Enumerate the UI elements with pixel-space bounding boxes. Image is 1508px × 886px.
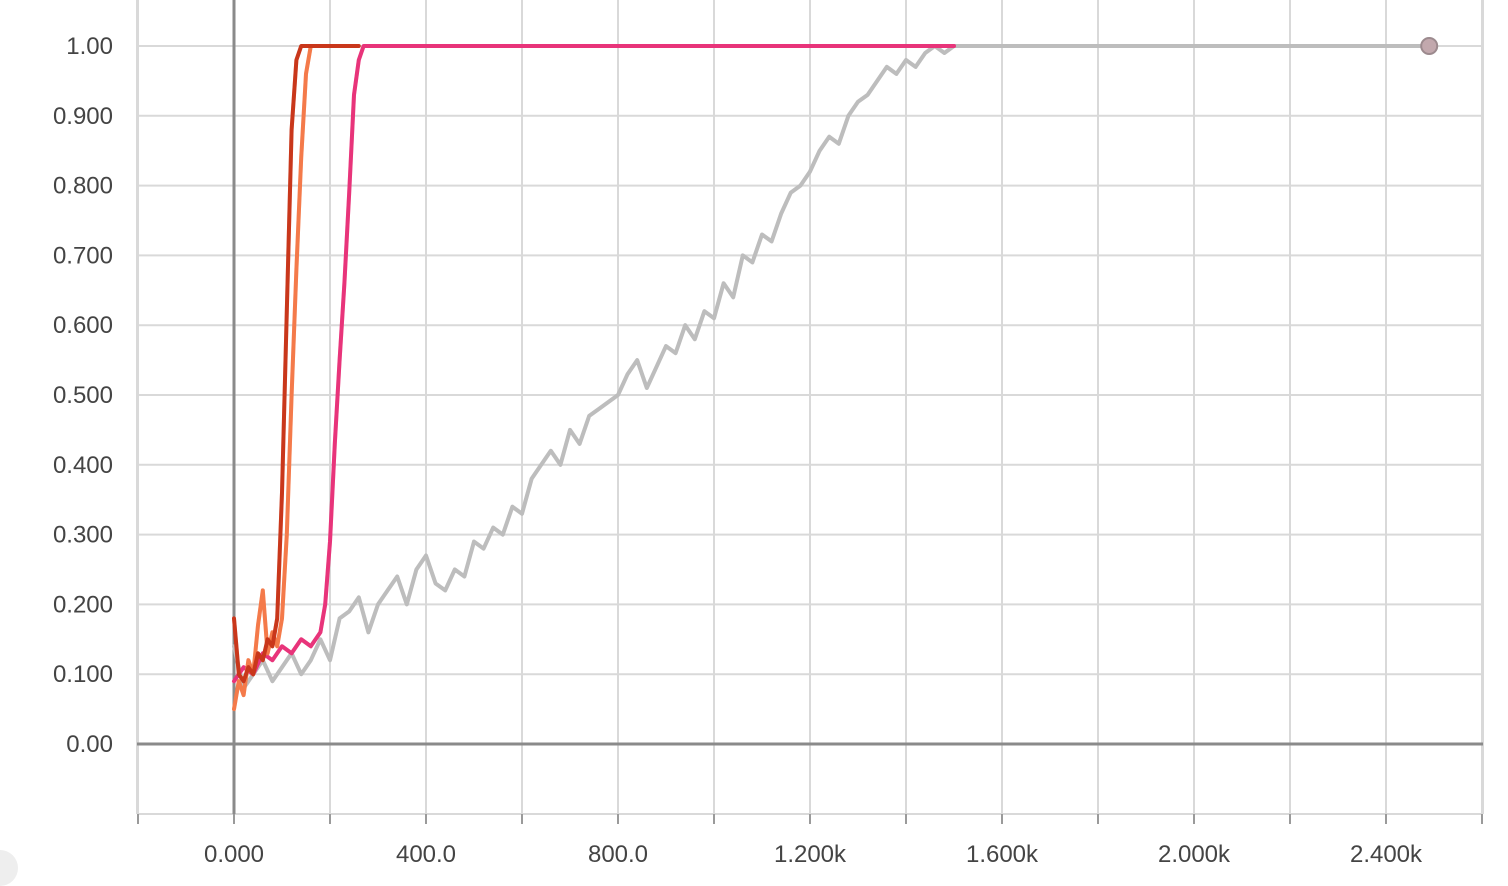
y-tick-label: 0.900: [53, 103, 113, 130]
x-tick-label: 1.600k: [966, 841, 1039, 868]
y-tick-label: 0.100: [53, 661, 113, 688]
series-line: [232, 44, 361, 684]
x-tick-label: 1.200k: [774, 841, 847, 868]
y-tick-label: 0.200: [53, 591, 113, 618]
y-tick-label: 0.700: [53, 242, 113, 269]
x-tick-label: 2.000k: [1158, 841, 1231, 868]
x-tick-label: 800.0: [588, 841, 648, 868]
y-tick-label: 0.00: [66, 731, 113, 758]
series-end-marker: [1420, 37, 1439, 55]
y-tick-label: 0.600: [53, 312, 113, 339]
series-shadow-line: [232, 44, 1430, 691]
series-shadow-line: [232, 44, 954, 683]
x-tick-label: 0.000: [204, 841, 264, 868]
series-line: [232, 44, 332, 712]
x-tick-label: 2.400k: [1350, 841, 1423, 868]
y-tick-label: 0.500: [53, 382, 113, 409]
tick-labels: 0.00 0.100 0.200 0.300 0.400 0.500 0.600 0.700 0…: [53, 33, 1423, 868]
y-tick-label: 1.00: [66, 33, 113, 60]
y-tick-label: 0.800: [53, 173, 113, 200]
series-lines: [232, 44, 1432, 712]
x-tick-label: 400.0: [396, 841, 456, 868]
y-tick-label: 0.400: [53, 452, 113, 479]
series-line: [232, 44, 956, 684]
end-markers: [1420, 37, 1439, 55]
y-tick-label: 0.300: [53, 522, 113, 549]
series-line: [232, 44, 1432, 691]
